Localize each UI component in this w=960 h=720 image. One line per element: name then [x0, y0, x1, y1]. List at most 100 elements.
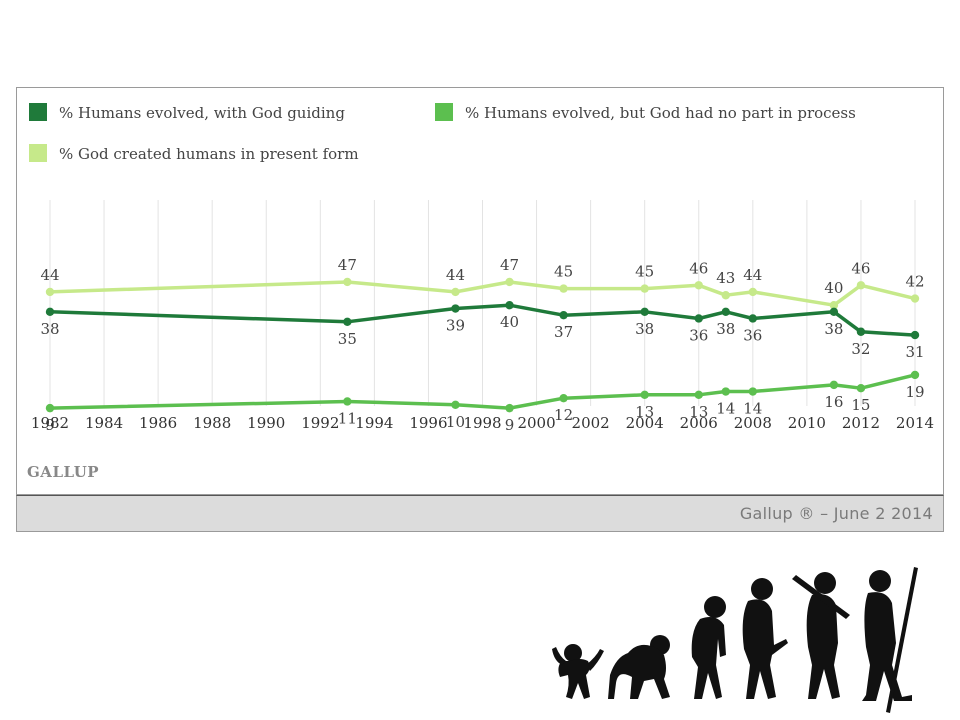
series-line — [49, 373, 916, 410]
data-label: 16 — [824, 393, 843, 411]
data-label: 38 — [824, 320, 843, 338]
legend-label: % Humans evolved, with God guiding — [59, 104, 345, 122]
data-point — [856, 327, 866, 336]
legend-swatch — [29, 103, 47, 121]
data-label: 35 — [338, 330, 357, 348]
x-tick-label: 1994 — [355, 414, 393, 432]
x-tick-label: 1984 — [85, 414, 123, 432]
data-point — [910, 294, 920, 303]
data-point — [694, 281, 703, 290]
data-point — [45, 287, 55, 297]
data-label: 42 — [905, 273, 924, 291]
data-point — [505, 403, 514, 413]
data-label: 43 — [716, 269, 735, 287]
x-tick-label: 2000 — [517, 414, 555, 432]
data-point — [829, 301, 839, 310]
data-label: 10 — [446, 413, 465, 431]
data-point — [45, 403, 55, 413]
data-point — [748, 387, 758, 396]
early-human-silhouette — [742, 578, 788, 699]
ape-silhouette — [608, 635, 670, 699]
data-point — [910, 370, 920, 380]
x-tick-label: 1996 — [409, 414, 447, 432]
legend-label: % Humans evolved, but God had no part in… — [465, 104, 856, 122]
data-label: 40 — [824, 279, 843, 297]
data-label: 36 — [689, 326, 708, 344]
data-point — [505, 301, 514, 310]
data-label: 19 — [905, 383, 924, 401]
data-point — [640, 390, 649, 400]
x-tick-label: 1986 — [139, 414, 177, 432]
data-label: 44 — [446, 266, 465, 284]
monkey-silhouette — [552, 644, 604, 699]
data-label: 13 — [689, 403, 708, 421]
data-point — [856, 384, 866, 393]
data-point — [451, 400, 460, 409]
data-point — [559, 284, 568, 293]
x-tick-label: 2006 — [680, 414, 718, 432]
line-chart: % Humans evolved, with God guiding % Huma… — [27, 103, 934, 481]
data-label: 38 — [635, 320, 654, 338]
data-label: 15 — [851, 396, 870, 414]
data-label: 45 — [554, 263, 573, 281]
data-point — [559, 393, 568, 403]
source-caption: Gallup ® – June 2 2014 — [739, 504, 933, 523]
data-label: 44 — [743, 266, 762, 284]
x-tick-label: 1988 — [193, 414, 231, 432]
data-point — [694, 390, 703, 400]
x-tick-label: 2014 — [896, 414, 934, 432]
data-label: 47 — [500, 256, 519, 274]
data-label: 36 — [743, 326, 762, 344]
evolution-silhouettes-image — [552, 567, 918, 713]
data-point — [343, 277, 352, 287]
data-point — [559, 310, 568, 320]
data-label: 39 — [446, 317, 465, 335]
legend-label: % God created humans in present form — [59, 145, 359, 163]
data-point — [640, 284, 649, 293]
chart-panel: % Humans evolved, with God guiding % Huma… — [16, 87, 944, 495]
x-tick-label: 2002 — [572, 414, 610, 432]
data-point — [721, 387, 730, 396]
data-point — [721, 307, 730, 317]
x-tick-label: 1998 — [463, 414, 501, 432]
x-tick-label: 2004 — [626, 414, 664, 432]
data-point — [451, 287, 460, 297]
data-label: 9 — [505, 416, 515, 434]
data-label: 38 — [40, 320, 59, 338]
data-point — [748, 314, 758, 323]
data-label: 12 — [554, 406, 573, 424]
data-label: 31 — [905, 343, 924, 361]
data-label: 37 — [554, 323, 573, 341]
x-tick-label: 1992 — [301, 414, 339, 432]
data-label: 14 — [716, 400, 735, 418]
data-point — [721, 291, 730, 300]
data-point — [748, 287, 758, 297]
data-label: 9 — [45, 416, 55, 434]
data-label: 46 — [689, 259, 708, 277]
data-point — [910, 330, 920, 340]
data-label: 40 — [500, 313, 519, 331]
x-tick-label: 2010 — [788, 414, 826, 432]
x-tick-label: 1990 — [247, 414, 285, 432]
data-point — [451, 304, 460, 313]
modern-human-silhouette — [862, 567, 918, 713]
data-label: 13 — [635, 403, 654, 421]
human-with-club-silhouette — [792, 572, 850, 699]
gallup-logo: GALLUP — [27, 463, 99, 481]
data-point — [343, 397, 352, 406]
series-line — [49, 303, 916, 337]
data-point — [829, 380, 839, 390]
series-line — [49, 280, 916, 307]
caption-bar: Gallup ® – June 2 2014 — [16, 495, 944, 532]
data-label: 14 — [743, 400, 762, 418]
x-tick-label: 2008 — [734, 414, 772, 432]
data-label: 46 — [851, 259, 870, 277]
data-label: 38 — [716, 320, 735, 338]
legend-swatch — [29, 144, 47, 162]
data-point — [640, 307, 649, 317]
hominid-silhouette — [691, 596, 726, 699]
data-label: 47 — [338, 256, 357, 274]
data-label: 45 — [635, 263, 654, 281]
data-point — [856, 281, 866, 290]
data-label: 32 — [851, 340, 870, 358]
